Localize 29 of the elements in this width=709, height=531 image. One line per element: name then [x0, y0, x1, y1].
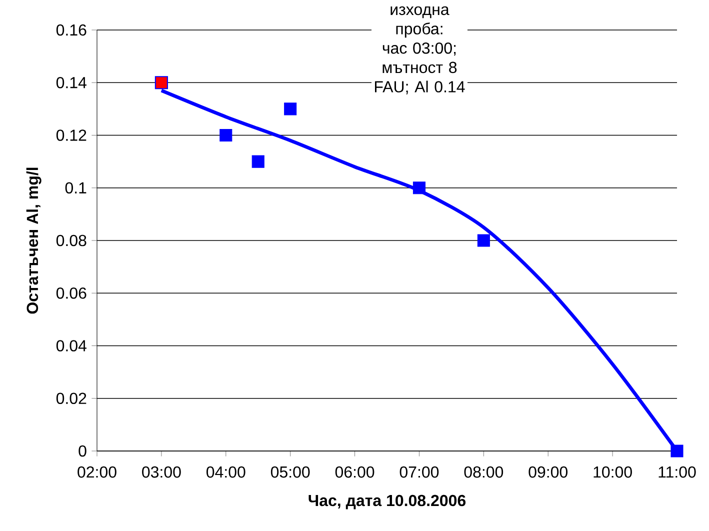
x-tick-label: 08:00	[464, 466, 504, 478]
point	[284, 102, 297, 116]
y-tick-label: 0.16	[56, 24, 86, 36]
annotation: изходна проба: час 03:00; мътност 8 FAU; Al 0.14	[375, 6, 465, 94]
y-tick-label: 0.08	[56, 234, 86, 246]
x-tick-label: 02:00	[78, 466, 116, 478]
point	[477, 234, 490, 247]
x-tick-label: 07:00	[400, 466, 439, 478]
y-tick-label: 0.12	[56, 130, 86, 141]
x-axis-title: Час, дата 10.08.2006	[308, 494, 466, 510]
y-tick-label: 0.1	[65, 182, 86, 194]
y-tick-label: 0.04	[56, 340, 86, 352]
point	[252, 155, 264, 168]
x-tick-label: 09:00	[528, 466, 568, 478]
y-tick-label: 0	[78, 445, 86, 457]
point	[154, 76, 168, 90]
y-axis-title: Остатъчен Al, mg/l	[26, 168, 42, 314]
point	[412, 182, 426, 194]
x-tick-label: 04:00	[206, 466, 246, 478]
point	[670, 444, 684, 458]
x-tick-label: 06:00	[335, 466, 374, 478]
x-tick-label: 10:00	[594, 466, 632, 478]
x-tick-label: 11:00	[658, 466, 696, 478]
y-tick-label: 0.02	[56, 392, 86, 404]
y-tick-label: 0.14	[56, 76, 86, 88]
x-tick-label: 05:00	[270, 466, 310, 478]
point	[220, 128, 232, 142]
y-tick-label: 0.06	[56, 287, 86, 299]
x-tick-label: 03:00	[142, 466, 181, 478]
